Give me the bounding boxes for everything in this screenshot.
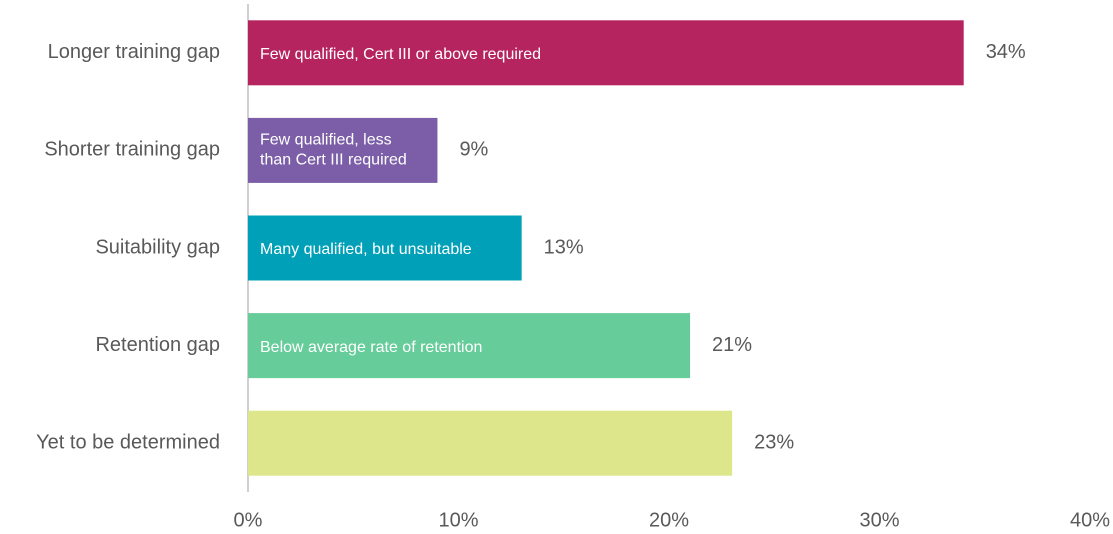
bar	[248, 117, 438, 183]
value-label: 9%	[459, 139, 488, 161]
bar	[248, 410, 733, 476]
value-label: 13%	[544, 236, 584, 258]
bar-annotation: Many qualified, but unsuitable	[260, 241, 472, 258]
y-tick-label: Retention gap	[95, 334, 220, 356]
value-label: 23%	[754, 431, 794, 453]
bar	[248, 20, 964, 86]
value-label: 34%	[986, 41, 1026, 63]
y-tick-label: Shorter training gap	[44, 139, 220, 161]
x-tick-label: 10%	[438, 509, 478, 531]
x-tick-label: 40%	[1070, 509, 1110, 531]
bar-annotation: Few qualified, less	[260, 132, 392, 149]
x-tick-label: 20%	[649, 509, 689, 531]
x-tick-label: 30%	[859, 509, 899, 531]
bar	[248, 313, 691, 379]
y-tick-label: Suitability gap	[95, 236, 220, 258]
value-label: 21%	[712, 334, 752, 356]
x-tick-label: 0%	[234, 509, 263, 531]
bar-annotation: Below average rate of retention	[260, 339, 482, 356]
y-tick-label: Yet to be determined	[36, 431, 220, 453]
bar	[248, 215, 522, 281]
bar-annotation: Few qualified, Cert III or above require…	[260, 46, 541, 63]
bar-annotation: than Cert III required	[260, 152, 407, 169]
y-tick-label: Longer training gap	[48, 41, 220, 63]
